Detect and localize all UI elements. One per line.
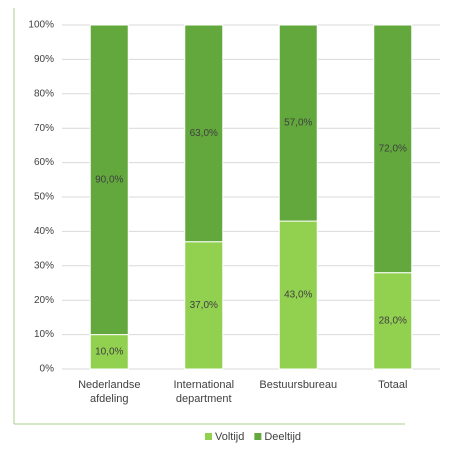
data-label: 43,0% [284, 290, 312, 301]
y-tick-label: 80% [34, 88, 54, 99]
data-label: 90,0% [95, 174, 123, 185]
bar-segment [184, 24, 224, 243]
y-tick-label: 50% [34, 192, 54, 203]
legend-label: Voltijd [215, 431, 244, 443]
y-tick-label: 0% [40, 364, 55, 375]
bar-segment [278, 220, 318, 370]
data-label: 10,0% [95, 346, 123, 357]
y-tick-label: 40% [34, 226, 54, 237]
data-label: 37,0% [190, 300, 218, 311]
y-tick-label: 20% [34, 295, 54, 306]
data-label: 57,0% [284, 118, 312, 129]
x-tick-label: International department [173, 379, 235, 405]
bar-segment [373, 24, 413, 274]
bar-segment [373, 272, 413, 370]
bar-segment [89, 334, 129, 370]
bar-segment [278, 24, 318, 222]
bar-segment [89, 24, 129, 336]
y-tick-label: 60% [34, 157, 54, 168]
y-tick-label: 70% [34, 123, 54, 134]
x-tick-label: Nederlandse afdeling [78, 379, 141, 405]
y-tick-label: 30% [34, 260, 54, 271]
y-tick-label: 90% [34, 54, 54, 65]
bar-segment [184, 241, 224, 370]
x-tick-label: Bestuursbureau [259, 379, 338, 391]
x-tick-label: Totaal [378, 379, 408, 391]
legend-label: Deeltijd [264, 431, 301, 443]
data-label: 28,0% [379, 315, 407, 326]
legend-swatch [205, 433, 212, 440]
data-label: 72,0% [379, 143, 407, 154]
legend-swatch [254, 433, 262, 440]
y-tick-label: 10% [34, 329, 54, 340]
y-tick-label: 100% [28, 20, 54, 31]
data-label: 63,0% [190, 128, 218, 139]
